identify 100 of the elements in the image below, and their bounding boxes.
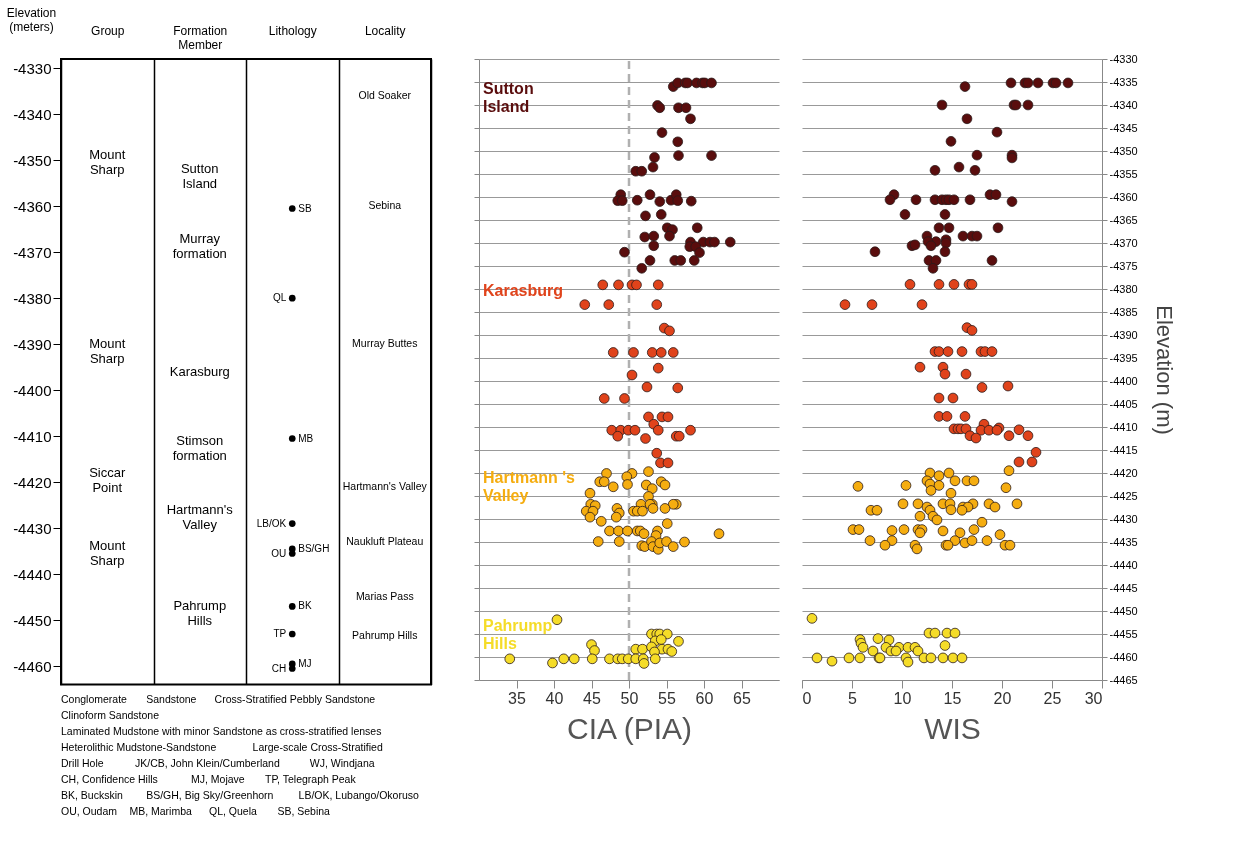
y-tick-label: -4355 — [1109, 167, 1138, 180]
text: Sutton Island — [483, 79, 534, 115]
y-tick-label: -4390 — [13, 335, 52, 353]
text: MJ, Mojave — [191, 773, 245, 785]
y-tick-label: -4360 — [13, 197, 52, 215]
y-tick-label: -4450 — [13, 611, 52, 629]
data-label: BS/GH — [298, 542, 330, 554]
y-tick-label: -4460 — [13, 657, 52, 675]
x-tick-label: Formation Member — [173, 23, 228, 52]
y-tick-label: -4430 — [13, 519, 52, 537]
annotation: Mount Sharp — [89, 147, 126, 178]
y-tick-label: -4455 — [1109, 627, 1138, 640]
y-tick-label: -4345 — [1109, 121, 1138, 134]
annotation: Naukluft Plateau — [346, 534, 424, 547]
text: Cross-Stratified Pebbly Sandstone — [214, 693, 376, 705]
x-tick-label: Lithology — [268, 23, 317, 38]
y-tick-label: -4375 — [1109, 259, 1138, 272]
y-tick-label: -4465 — [1109, 673, 1138, 686]
text: QL, Quela — [209, 805, 258, 817]
text: WJ, Windjana — [309, 757, 375, 769]
annotation: Karasburg — [169, 363, 230, 379]
data-label: SB — [298, 202, 312, 214]
y-tick-label: -4335 — [1109, 75, 1138, 88]
data-label: TP — [273, 628, 287, 639]
y-tick-label: -4360 — [1109, 190, 1138, 203]
y-tick-label: -4340 — [13, 105, 52, 123]
x-axis-title: WIS — [924, 711, 981, 745]
x-tick-label: 0 — [802, 689, 812, 707]
annotation: Hartmann's Valley — [166, 502, 234, 533]
x-tick-label: 65 — [733, 689, 751, 707]
data-label: BK — [298, 600, 312, 612]
x-tick-label: 30 — [1084, 689, 1103, 707]
y-tick-label: -4385 — [1109, 305, 1138, 318]
annotation: Murray Buttes — [352, 337, 418, 350]
y-tick-label: -4405 — [1109, 397, 1138, 410]
text: LB/OK, Lubango/Okoruso — [298, 789, 419, 801]
annotation: Hartmann's Valley — [342, 479, 428, 492]
x-tick-label: 10 — [893, 689, 912, 707]
text: SB, Sebina — [277, 805, 331, 817]
y-tick-label: -4445 — [1109, 581, 1138, 594]
x-tick-label: 40 — [545, 689, 564, 707]
y-tick-label: -4400 — [13, 381, 52, 399]
annotation: Murray formation — [172, 230, 227, 261]
data-label: MJ — [298, 657, 312, 669]
y-tick-label: -4425 — [1109, 489, 1138, 502]
x-axis-title: CIA (PIA) — [566, 711, 693, 745]
annotation: Sutton Island — [180, 161, 219, 192]
y-axis-title: Elevation (m) — [1151, 305, 1177, 435]
x-tick-label: 35 — [508, 689, 526, 707]
data-label: MB — [298, 432, 314, 444]
y-tick-label: -4330 — [1109, 52, 1138, 65]
y-tick-label: -4370 — [1109, 236, 1138, 249]
x-tick-label: 25 — [1043, 689, 1062, 707]
y-tick-label: -4415 — [1109, 443, 1138, 456]
annotation: Mount Sharp — [89, 538, 126, 569]
series-label: Pahrump Hills — [483, 616, 553, 652]
x-tick-label: 5 — [848, 689, 858, 707]
text: Laminated Mudstone with minor Sandstone as cross-stratified lenses — [61, 725, 382, 737]
annotation: Mount Sharp — [89, 336, 126, 367]
y-tick-label: -4400 — [1109, 374, 1138, 387]
y-tick-label: -4440 — [1109, 558, 1138, 571]
data-label: LB/OK — [256, 517, 287, 529]
text: Conglomerate — [61, 693, 128, 705]
annotation: Pahrump Hills — [352, 629, 418, 642]
series-label: Hartmann 's Valley — [483, 468, 575, 504]
y-tick-label: -4410 — [13, 427, 52, 445]
data-label: OU — [271, 547, 287, 559]
x-tick-label: 60 — [695, 689, 714, 707]
y-tick-label: -4340 — [1109, 98, 1138, 111]
text: MB, Marimba — [129, 805, 192, 817]
annotation: Pahrump Hills — [173, 598, 227, 629]
text: Large-scale Cross-Stratified — [252, 741, 383, 753]
text: Drill Hole — [61, 757, 104, 769]
text: JK/CB, John Klein/Cumberland — [135, 757, 280, 769]
y-tick-label: -4350 — [13, 151, 52, 169]
x-tick-label: 15 — [943, 689, 962, 707]
x-tick-label: 55 — [658, 689, 676, 707]
annotation: Marias Pass — [355, 590, 414, 603]
x-tick-label: 50 — [620, 689, 639, 707]
y-tick-label: -4450 — [1109, 604, 1138, 617]
y-tick-label: -4420 — [13, 473, 52, 491]
x-tick-label: 45 — [583, 689, 601, 707]
y-tick-label: -4420 — [1109, 466, 1138, 479]
x-tick-label: 20 — [993, 689, 1012, 707]
y-tick-label: -4435 — [1109, 535, 1138, 548]
y-axis-title: Elevation (meters) — [6, 5, 57, 34]
y-tick-label: -4365 — [1109, 213, 1138, 226]
text: CH, Confidence Hills — [61, 773, 158, 785]
series-label: Karasburg — [483, 281, 564, 299]
y-tick-label: -4395 — [1109, 351, 1138, 364]
text: OU, Oudam — [61, 805, 118, 817]
y-tick-label: -4350 — [1109, 144, 1138, 157]
annotation: Old Soaker — [358, 88, 412, 101]
data-label: QL — [272, 292, 287, 304]
data-label: CH — [271, 662, 287, 674]
text: BK, Buckskin — [61, 789, 124, 801]
text: Heterolithic Mudstone-Sandstone — [61, 741, 217, 753]
y-tick-label: -4380 — [13, 289, 52, 307]
text: Sandstone — [146, 693, 197, 705]
annotation: Sebina — [368, 199, 402, 212]
